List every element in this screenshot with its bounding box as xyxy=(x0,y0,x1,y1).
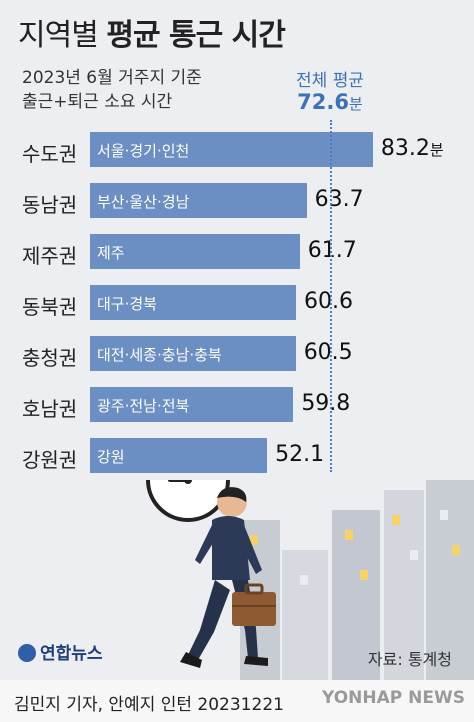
average-value: 72.6분 xyxy=(282,90,378,114)
bar xyxy=(90,336,296,371)
credit-line: 김민지 기자, 안예지 인턴 20231221 xyxy=(14,695,284,715)
average-label: 전체 평균 xyxy=(296,71,364,91)
bar xyxy=(90,387,294,422)
value-unit: 분 xyxy=(429,141,444,159)
value-label: 60.5 xyxy=(303,340,353,365)
title-regular: 지역별 xyxy=(18,18,99,53)
subtitle-line-1: 2023년 6월 거주지 기준 xyxy=(22,68,202,88)
commuter-illustration xyxy=(146,480,474,680)
region-label: 동북권 xyxy=(22,295,78,319)
average-unit: 분 xyxy=(349,95,363,113)
logo-mark-icon xyxy=(18,644,36,662)
region-label: 충청권 xyxy=(22,346,78,370)
title-bold: 평균 통근 시간 xyxy=(106,18,285,53)
bar-label: 광주·전남·전북 xyxy=(97,397,190,415)
region-label: 수도권 xyxy=(22,142,78,166)
bar xyxy=(90,234,300,269)
footer xyxy=(0,680,474,722)
value-label: 63.7 xyxy=(314,187,364,212)
subtitle: 2023년 6월 거주지 기준 출근+퇴근 소요 시간 xyxy=(22,66,202,114)
subtitle-line-2: 출근+퇴근 소요 시간 xyxy=(22,92,173,112)
bar-label: 강원 xyxy=(97,448,125,466)
bar-label: 대구·경북 xyxy=(97,295,157,313)
region-label: 강원권 xyxy=(22,448,78,472)
region-label: 제주권 xyxy=(22,244,78,268)
logo-text: 연합뉴스 xyxy=(40,644,103,664)
value-label: 59.8 xyxy=(301,391,351,416)
region-label: 동남권 xyxy=(22,193,78,217)
bar xyxy=(90,183,307,218)
bar xyxy=(90,132,373,167)
value-label: 83.2분 xyxy=(380,136,444,161)
value-label: 60.6 xyxy=(304,289,354,314)
watermark: YONHAP NEWS xyxy=(322,688,465,708)
bar-label: 제주 xyxy=(97,244,125,262)
bar-label: 대전·세종·충남·충북 xyxy=(97,346,222,364)
bar-label: 부산·울산·경남 xyxy=(97,193,190,211)
bar xyxy=(90,285,297,320)
clock-icon xyxy=(146,480,230,522)
yonhap-logo: 연합뉴스 xyxy=(18,639,103,664)
region-label: 호남권 xyxy=(22,397,78,421)
bar xyxy=(90,438,268,473)
walking-man-icon xyxy=(180,487,276,668)
page-title: 지역별 평균 통근 시간 xyxy=(18,10,286,54)
value-label: 61.7 xyxy=(307,238,357,263)
bar-label: 서울·경기·인천 xyxy=(97,142,190,160)
value-label: 52.1 xyxy=(275,442,325,467)
average-reference-line xyxy=(329,120,332,472)
average-number: 72.6 xyxy=(297,90,349,114)
source-note: 자료: 통계청 xyxy=(367,650,452,669)
